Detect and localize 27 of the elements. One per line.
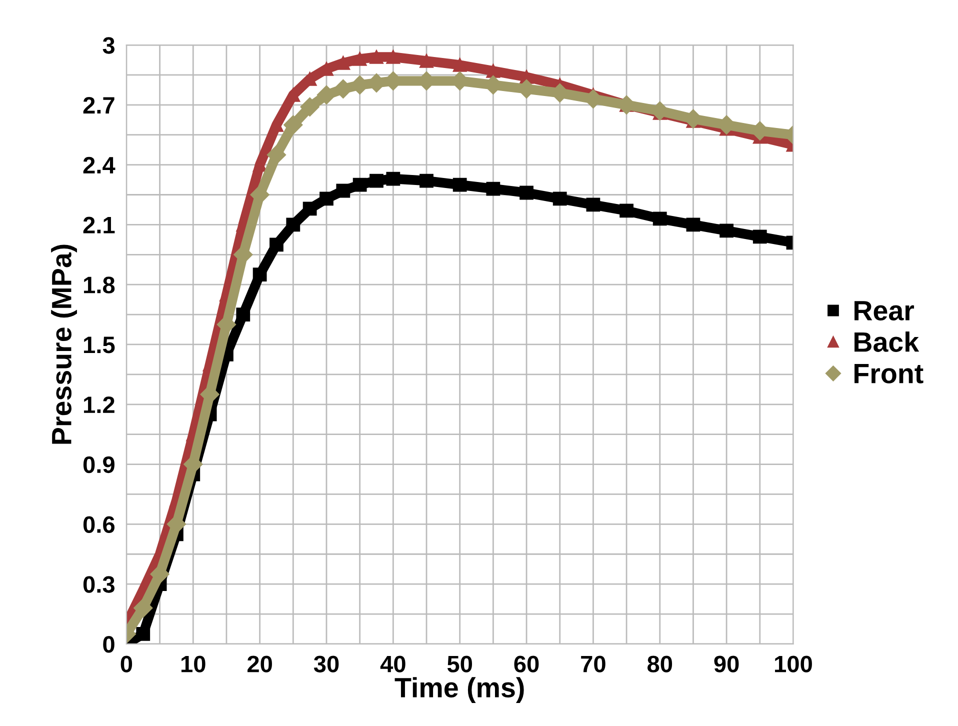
- x-tick-label: 90: [714, 656, 739, 672]
- y-tick-label: 0.3: [83, 576, 114, 593]
- y-tick-label: 2.1: [83, 216, 115, 234]
- x-tick-label: 0: [120, 656, 132, 672]
- legend-label: Front: [854, 364, 924, 384]
- y-tick-label: 1.8: [84, 276, 115, 294]
- y-tick-label: 0: [103, 636, 114, 653]
- x-tick-label: 100: [775, 656, 812, 672]
- y-tick-label: 1.5: [84, 336, 115, 354]
- y-tick-label: 3: [102, 37, 114, 54]
- x-tick-label: 30: [314, 656, 339, 672]
- y-tick-label: 0.9: [83, 456, 114, 474]
- y-tick-label: 0.6: [83, 516, 114, 533]
- y-tick-label: 2.7: [83, 96, 114, 114]
- legend-label: Back: [854, 332, 920, 352]
- x-tick-label: 20: [248, 656, 272, 672]
- x-tick-label: 60: [514, 656, 539, 672]
- x-axis-title: Time (ms): [394, 677, 524, 703]
- x-tick-label: 50: [447, 656, 472, 672]
- legend-label: Rear: [854, 301, 914, 320]
- x-tick-label: 40: [380, 656, 406, 672]
- y-axis-title: Pressure (MPa): [51, 244, 77, 444]
- x-tick-label: 10: [181, 656, 206, 672]
- y-tick-label: 2.4: [83, 156, 116, 174]
- x-tick-label: 80: [647, 656, 672, 672]
- y-tick-label: 1.2: [84, 396, 114, 413]
- x-tick-label: 70: [581, 656, 606, 672]
